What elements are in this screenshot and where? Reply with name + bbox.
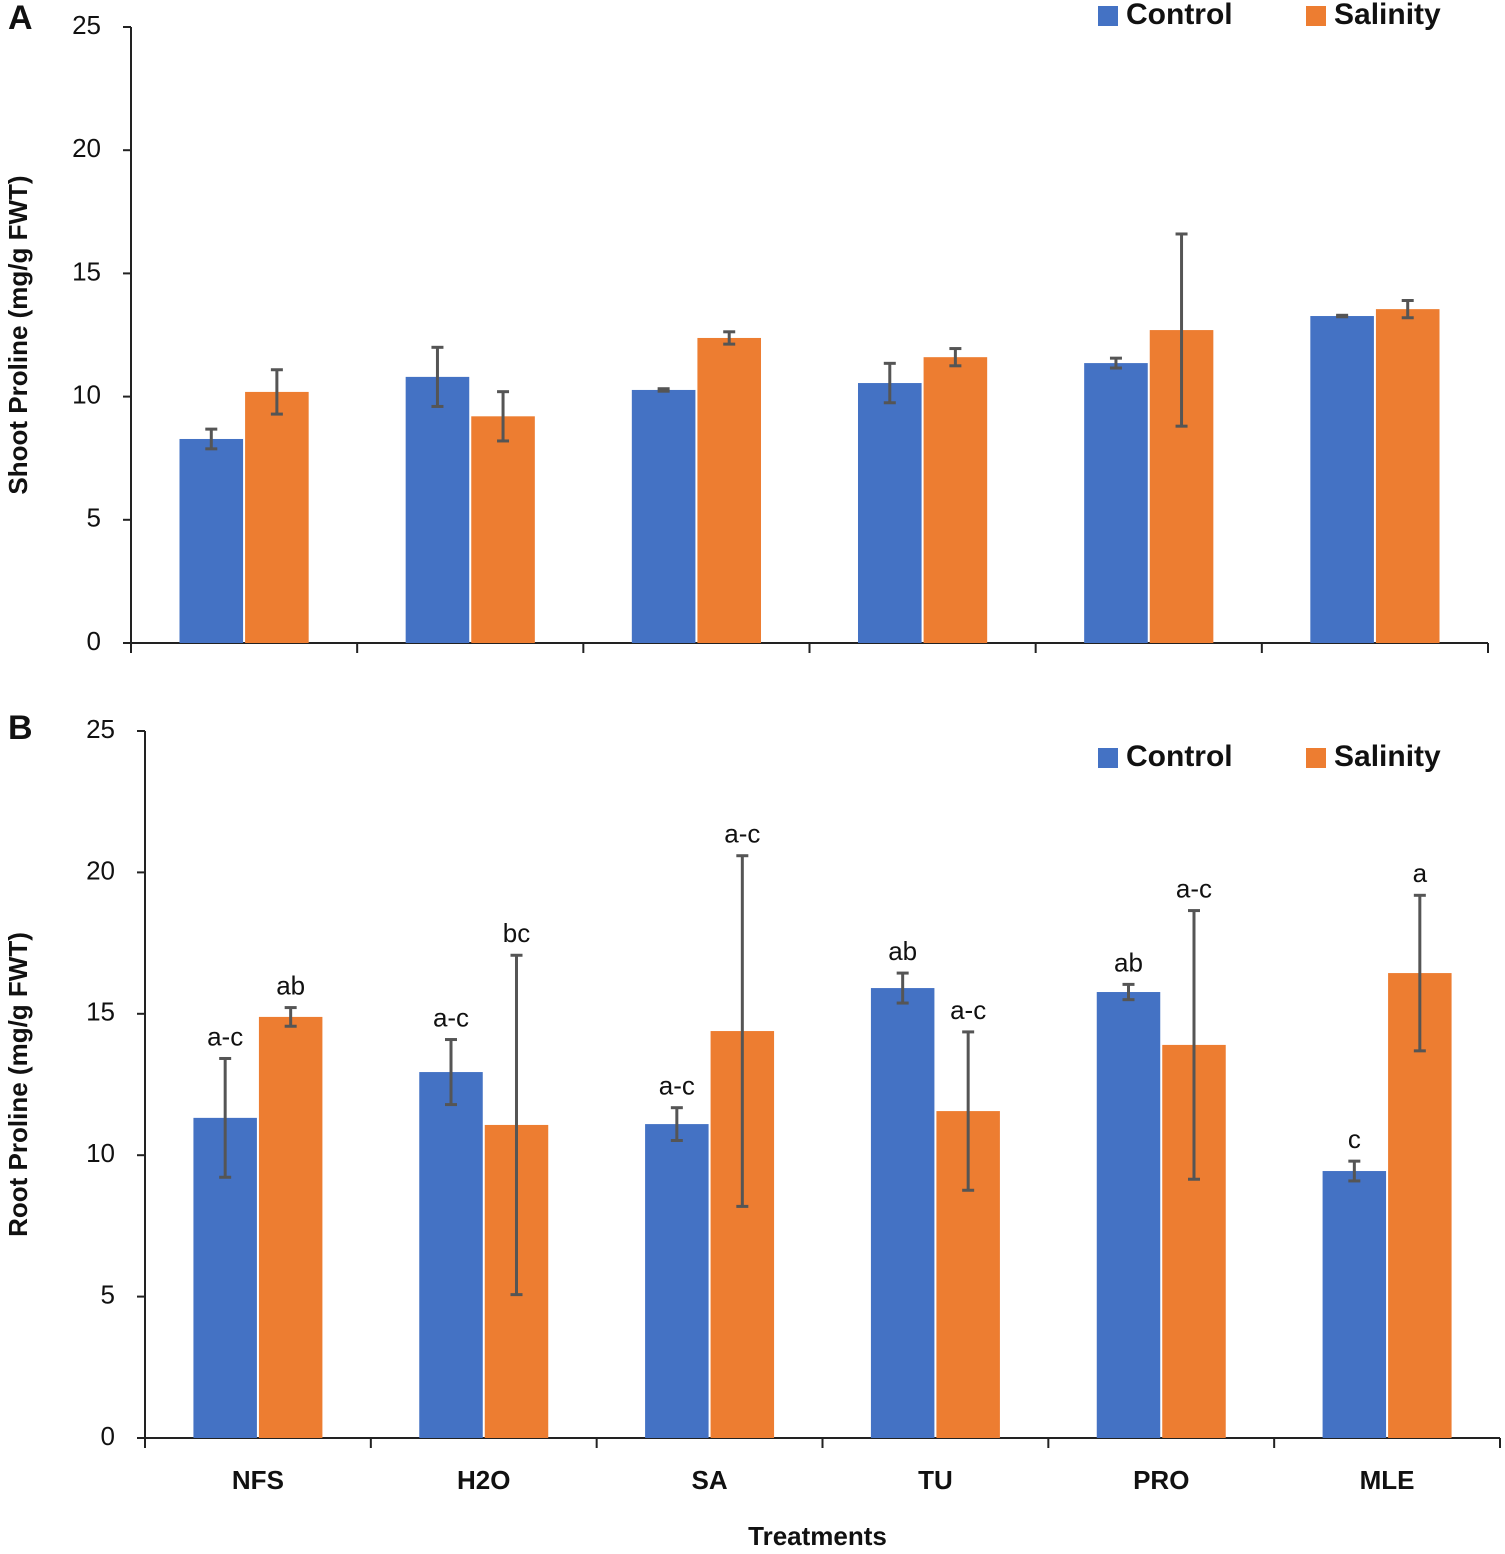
y-tick-label: 0 <box>101 1421 115 1451</box>
x-tick-label: NFS <box>232 1465 284 1495</box>
significance-label: a-c <box>724 819 760 849</box>
error-bar <box>896 971 909 1005</box>
error-bar <box>1109 356 1122 370</box>
legend-label: Control <box>1126 740 1233 773</box>
error-bar <box>1175 232 1188 428</box>
significance-label: bc <box>503 918 530 948</box>
significance-label: ab <box>1114 947 1143 977</box>
legend-label: Control <box>1126 0 1233 31</box>
x-tick-label: TU <box>918 1465 953 1495</box>
error-bar <box>949 347 962 368</box>
significance-label: a-c <box>659 1071 695 1101</box>
bar <box>870 988 935 1438</box>
significance-label: a-c <box>950 995 986 1025</box>
x-tick-label: PRO <box>1133 1465 1189 1495</box>
bar <box>697 337 762 643</box>
bar <box>471 416 535 643</box>
y-tick-label: 25 <box>72 10 101 40</box>
legend-label: Salinity <box>1334 740 1441 773</box>
panel-label: B <box>8 709 33 747</box>
bar <box>258 1016 323 1438</box>
error-bar <box>497 390 510 443</box>
bar <box>1310 316 1374 643</box>
y-tick-label: 0 <box>87 626 101 656</box>
error-bar <box>736 854 749 1208</box>
significance-label: a <box>1413 858 1428 888</box>
bar <box>1096 992 1161 1438</box>
significance-label: a-c <box>433 1002 469 1032</box>
y-tick-label: 5 <box>101 1279 115 1309</box>
bar <box>645 1124 709 1438</box>
bar <box>631 389 696 643</box>
x-tick-label: H2O <box>457 1465 510 1495</box>
error-bar <box>219 1056 232 1179</box>
y-tick-label: 25 <box>86 714 115 744</box>
bar <box>245 391 309 643</box>
y-tick-label: 20 <box>86 855 115 885</box>
bar <box>419 1072 483 1438</box>
significance-label: ab <box>888 936 917 966</box>
error-bar <box>1348 1159 1361 1183</box>
error-bar <box>445 1038 458 1107</box>
error-bar <box>510 953 523 1297</box>
y-axis-label: Root Proline (mg/g FWT) <box>3 932 33 1237</box>
error-bar <box>205 427 218 451</box>
error-bar <box>431 345 444 408</box>
bar <box>1322 1171 1387 1438</box>
error-bar <box>284 1006 297 1028</box>
x-tick-label: SA <box>692 1465 728 1495</box>
error-bar <box>670 1106 683 1142</box>
bar <box>1375 309 1440 643</box>
y-tick-label: 15 <box>72 256 101 286</box>
significance-label: a-c <box>207 1021 243 1051</box>
y-tick-label: 15 <box>86 997 115 1027</box>
bar <box>857 383 922 643</box>
legend-swatch <box>1098 748 1118 768</box>
x-axis-label: Treatments <box>748 1521 887 1551</box>
bar <box>923 357 988 643</box>
significance-label: c <box>1348 1124 1361 1154</box>
error-bar <box>1122 982 1135 1002</box>
legend-label: Salinity <box>1334 0 1441 31</box>
bar <box>405 376 470 643</box>
legend-swatch <box>1098 6 1118 26</box>
error-bar <box>1413 893 1426 1053</box>
bar <box>179 438 244 643</box>
y-tick-label: 20 <box>72 133 101 163</box>
y-tick-label: 10 <box>72 379 101 409</box>
error-bar <box>1336 313 1349 319</box>
error-bar <box>657 387 670 393</box>
significance-label: ab <box>276 970 305 1000</box>
significance-label: a-c <box>1176 873 1212 903</box>
y-tick-label: 10 <box>86 1138 115 1168</box>
panel-label: A <box>8 0 33 37</box>
legend-swatch <box>1306 6 1326 26</box>
error-bar <box>1401 299 1414 320</box>
x-tick-label: MLE <box>1360 1465 1415 1495</box>
error-bar <box>962 1030 975 1192</box>
error-bar <box>723 330 736 346</box>
y-axis-label: Shoot Proline (mg/g FWT) <box>3 175 33 494</box>
error-bar <box>883 361 896 405</box>
error-bar <box>1187 909 1200 1181</box>
y-tick-label: 5 <box>87 503 101 533</box>
error-bar <box>270 368 283 416</box>
bar <box>1084 363 1148 643</box>
legend-swatch <box>1306 748 1326 768</box>
